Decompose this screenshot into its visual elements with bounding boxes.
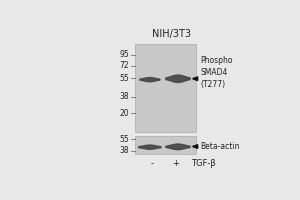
Text: 95: 95 (120, 50, 129, 59)
Text: 20: 20 (120, 109, 129, 118)
Text: +: + (172, 159, 179, 168)
Text: 38: 38 (120, 146, 129, 155)
Text: Phospho
SMAD4
(T277): Phospho SMAD4 (T277) (200, 56, 233, 89)
Bar (135, 136, 196, 154)
Text: NIH/3T3: NIH/3T3 (152, 29, 191, 39)
Polygon shape (193, 145, 198, 148)
Text: Beta-actin: Beta-actin (200, 142, 239, 151)
Text: 55: 55 (120, 74, 129, 83)
Text: TGF-β: TGF-β (191, 159, 216, 168)
Text: 38: 38 (120, 92, 129, 101)
Text: 55: 55 (120, 135, 129, 144)
Polygon shape (193, 77, 198, 81)
Text: 72: 72 (120, 61, 129, 70)
Text: -: - (150, 159, 153, 168)
Bar (135, 44, 196, 132)
